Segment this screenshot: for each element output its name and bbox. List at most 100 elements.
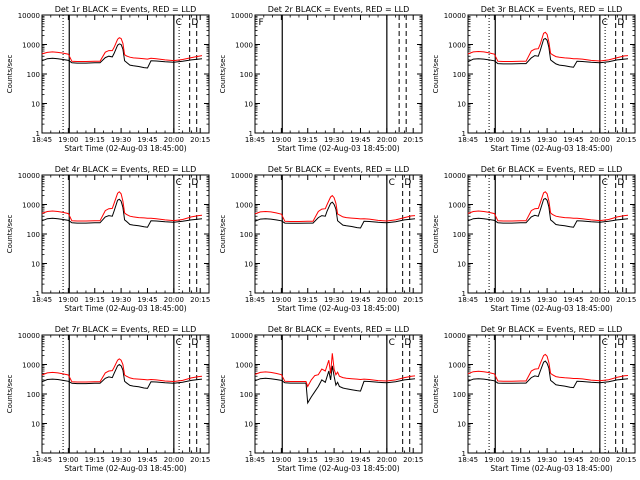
y-tick-label: 1000 (448, 362, 466, 370)
x-tick-label: 19:15 (298, 296, 318, 304)
x-tick-label: 19:00 (271, 296, 291, 304)
y-tick-label: 1 (462, 130, 466, 138)
x-tick-label: 19:30 (324, 136, 344, 144)
y-tick-label: 1000 (235, 202, 253, 210)
series-events-line (41, 43, 203, 69)
plot-frame (467, 14, 636, 134)
x-tick-label: 19:00 (484, 136, 504, 144)
x-tick-label: 19:30 (324, 456, 344, 464)
series-events-line (467, 37, 629, 68)
x-axis-label: Start Time (02-Aug-03 18:45:00) (277, 464, 399, 473)
series-events-line (467, 197, 629, 228)
x-tick-label: 20:15 (190, 296, 210, 304)
y-tick-label: 1000 (235, 42, 253, 50)
y-tick-label: 10000 (231, 12, 253, 20)
x-tick-label: 19:45 (350, 456, 370, 464)
panel-2: Det 2r BLACK = Events, RED = LLD 1 10 100 10… (219, 5, 423, 153)
x-tick-label: 19:15 (298, 136, 318, 144)
y-tick-label: 1000 (448, 202, 466, 210)
series-lld-line (467, 353, 629, 382)
x-tick-label: 20:00 (164, 456, 184, 464)
x-axis-label: Start Time (02-Aug-03 18:45:00) (490, 464, 612, 473)
series-lld-line (467, 31, 629, 62)
y-tick-label: 1000 (235, 362, 253, 370)
interval-marker-label: D (191, 178, 198, 188)
interval-marker-label: C (602, 18, 608, 28)
interval-marker-label: C (389, 338, 395, 348)
x-tick-label: 18:45 (245, 456, 265, 464)
x-tick-label: 19:30 (537, 296, 557, 304)
interval-marker-label: D (617, 178, 624, 188)
plot-frame (41, 14, 210, 134)
x-tick-label: 18:45 (32, 456, 52, 464)
x-tick-label: 20:15 (403, 296, 423, 304)
y-tick-label: 100 (453, 71, 466, 79)
y-tick-label: 10 (244, 261, 253, 269)
y-tick-label: 100 (453, 231, 466, 239)
y-tick-label: 10000 (231, 172, 253, 180)
x-tick-label: 19:45 (563, 456, 583, 464)
y-axis-label: Counts/sec (219, 375, 227, 414)
y-tick-label: 100 (453, 391, 466, 399)
x-tick-label: 19:15 (85, 136, 105, 144)
series-events-line (254, 365, 416, 405)
y-axis-label: Counts/sec (6, 375, 14, 414)
y-axis-label: Counts/sec (432, 215, 440, 254)
plot-frame (467, 174, 636, 294)
x-tick-label: 19:15 (511, 456, 531, 464)
x-tick-label: 19:30 (111, 456, 131, 464)
x-tick-label: 19:45 (137, 296, 157, 304)
x-axis-label: Start Time (02-Aug-03 18:45:00) (277, 144, 399, 153)
y-tick-label: 1000 (448, 42, 466, 50)
series-events-line (41, 363, 203, 389)
y-tick-label: 1 (249, 290, 253, 298)
x-tick-label: 19:00 (58, 456, 78, 464)
y-tick-label: 10 (244, 421, 253, 429)
y-tick-label: 10 (457, 421, 466, 429)
panel-title: Det 6r BLACK = Events, RED = LLD (481, 165, 623, 174)
y-axis-label: Counts/sec (219, 55, 227, 94)
y-axis-label: Counts/sec (6, 215, 14, 254)
series-lld-line (41, 37, 203, 62)
panel-title: Det 8r BLACK = Events, RED = LLD (268, 325, 410, 334)
x-tick-label: 19:15 (298, 456, 318, 464)
panel-title: Det 5r BLACK = Events, RED = LLD (268, 165, 410, 174)
interval-marker-label: D (617, 18, 624, 28)
interval-marker-label: D (404, 178, 411, 188)
x-tick-label: 20:00 (590, 296, 610, 304)
x-tick-label: 20:00 (590, 456, 610, 464)
x-tick-label: 18:45 (458, 136, 478, 144)
panel-1: Det 1r BLACK = Events, RED = LLD 1 10 100 10… (6, 5, 210, 153)
x-tick-label: 19:00 (484, 296, 504, 304)
y-tick-label: 10000 (231, 332, 253, 340)
y-tick-label: 1 (462, 290, 466, 298)
interval-marker-label: D (617, 338, 624, 348)
x-tick-label: 20:15 (190, 456, 210, 464)
y-tick-label: 10000 (18, 332, 40, 340)
panel-3: Det 3r BLACK = Events, RED = LLD 1 10 100 10… (432, 5, 636, 153)
x-tick-label: 19:15 (511, 296, 531, 304)
interval-marker-label: F (259, 18, 264, 28)
plot-frame (467, 334, 636, 454)
interval-marker-label: C (176, 18, 182, 28)
x-tick-label: 20:00 (377, 296, 397, 304)
interval-marker-label: D (191, 338, 198, 348)
x-tick-label: 19:30 (324, 296, 344, 304)
x-tick-label: 20:00 (164, 296, 184, 304)
panel-title: Det 7r BLACK = Events, RED = LLD (55, 325, 197, 334)
series-lld-line (41, 358, 203, 383)
x-tick-label: 19:00 (58, 296, 78, 304)
y-tick-label: 1 (36, 290, 40, 298)
x-tick-label: 19:45 (350, 296, 370, 304)
y-tick-label: 10 (31, 101, 40, 109)
interval-marker-label: C (389, 178, 395, 188)
interval-marker-label: D (404, 338, 411, 348)
y-tick-label: 1 (249, 130, 253, 138)
x-tick-label: 19:45 (563, 296, 583, 304)
x-tick-label: 19:15 (511, 136, 531, 144)
y-tick-label: 1 (36, 130, 40, 138)
x-tick-label: 19:30 (537, 456, 557, 464)
interval-marker-label: C (176, 338, 182, 348)
panel-9: Det 9r BLACK = Events, RED = LLD 1 10 100 10… (432, 325, 636, 473)
